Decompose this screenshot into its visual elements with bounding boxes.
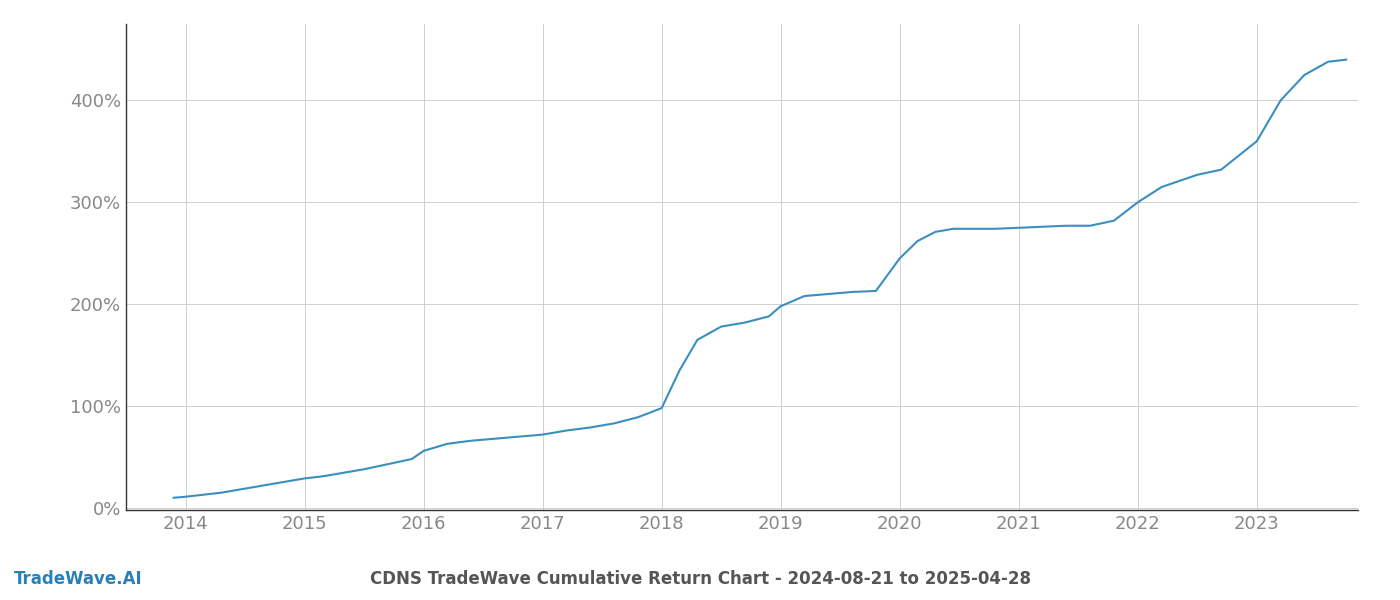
Text: TradeWave.AI: TradeWave.AI xyxy=(14,570,143,588)
Text: CDNS TradeWave Cumulative Return Chart - 2024-08-21 to 2025-04-28: CDNS TradeWave Cumulative Return Chart -… xyxy=(370,570,1030,588)
